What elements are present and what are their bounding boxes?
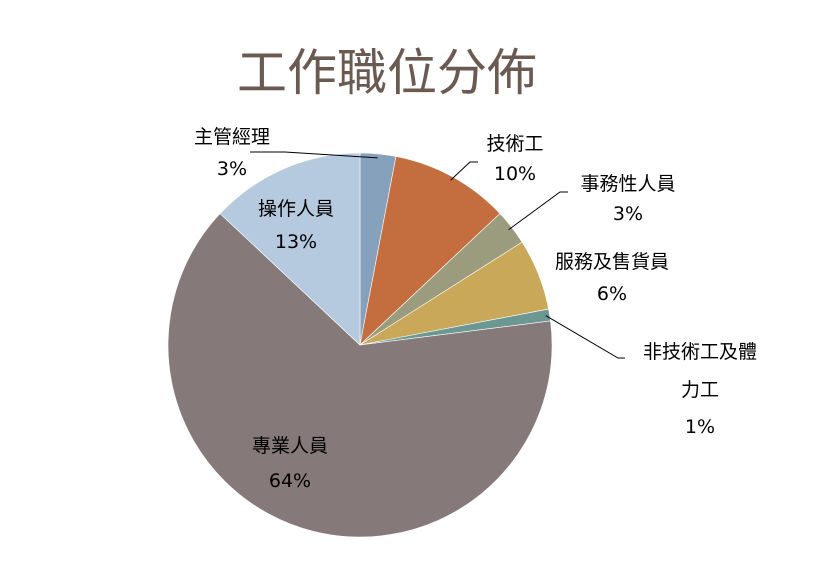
slice-percent-label: 1% bbox=[685, 416, 715, 438]
slice-percent-label: 3% bbox=[613, 203, 643, 225]
slice-percent-label: 64% bbox=[269, 470, 311, 492]
slice-name-label: 專業人員 bbox=[252, 435, 328, 457]
slice-percent-label: 13% bbox=[275, 231, 317, 253]
slice-percent-label: 6% bbox=[597, 283, 627, 305]
slice-percent-label: 10% bbox=[494, 163, 536, 185]
slice-name-label: 非技術工及體力工 bbox=[643, 341, 757, 401]
leader-line bbox=[450, 161, 478, 181]
pie-slices bbox=[167, 152, 553, 538]
leader-lines bbox=[250, 151, 625, 359]
slice-name-label: 操作人員 bbox=[258, 198, 334, 220]
slice-name-label: 服務及售貨員 bbox=[555, 251, 669, 273]
slice-percent-label: 3% bbox=[217, 158, 247, 180]
slice-name-label: 主管經理 bbox=[194, 126, 270, 148]
pie-slice bbox=[219, 152, 361, 346]
pie-slice bbox=[359, 156, 501, 346]
leader-line bbox=[545, 315, 625, 359]
slice-name-label: 技術工 bbox=[486, 133, 543, 155]
leader-line bbox=[250, 151, 378, 159]
leader-line bbox=[508, 191, 568, 231]
pie-slice bbox=[167, 213, 553, 538]
slice-name-label: 事務性人員 bbox=[580, 173, 675, 195]
slice-labels: 主管經理 3% 技術工 10% 事務性人員 3% 服務及售貨員 6% 非技術工及體力工 1% 專業人… bbox=[194, 126, 757, 492]
chart-title: 工作職位分佈 bbox=[237, 44, 537, 102]
